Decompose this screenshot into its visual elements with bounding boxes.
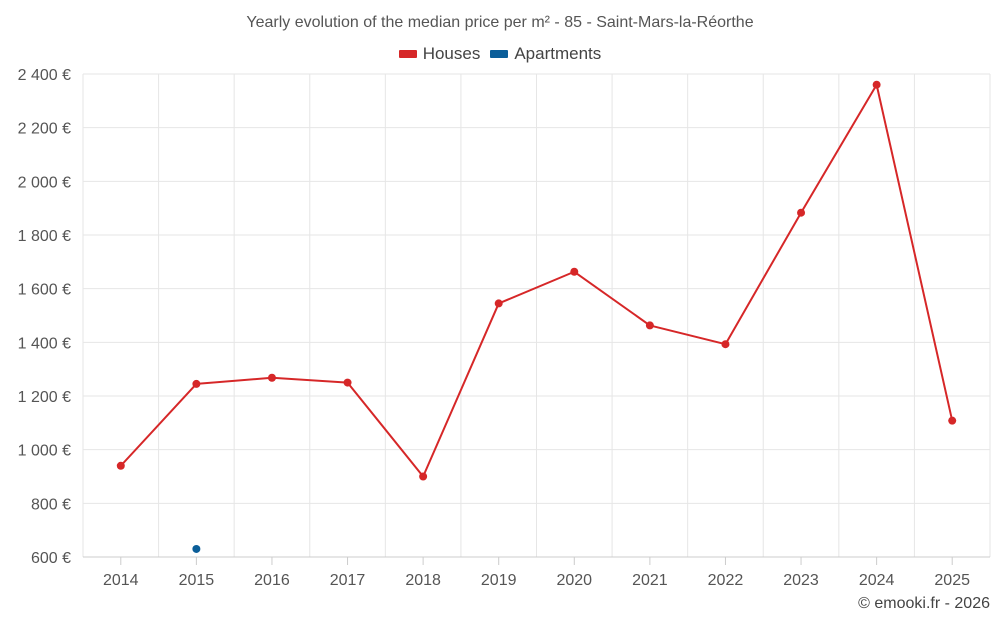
point-houses-2014 [116, 461, 125, 470]
legend-label-apartments: Apartments [514, 44, 602, 63]
x-tick-label: 2020 [556, 572, 592, 589]
point-houses-2016 [267, 373, 276, 382]
y-tick-label: 600 € [31, 550, 71, 567]
grid-layer [82, 73, 991, 558]
legend-swatch-houses [398, 50, 417, 58]
x-tick-label: 2018 [405, 572, 441, 589]
y-tick-label: 800 € [31, 496, 71, 513]
copyright: © emooki.fr - 2026 [858, 595, 990, 612]
chart-title: Yearly evolution of the median price per… [246, 14, 754, 31]
x-tick-label: 2021 [632, 572, 668, 589]
legend-item-houses[interactable]: Houses [398, 44, 481, 64]
point-houses-2021 [645, 321, 654, 330]
x-tick-label: 2016 [254, 572, 290, 589]
point-houses-2022 [721, 340, 730, 349]
y-tick-label: 2 200 € [18, 121, 71, 138]
series-line-houses [120, 83, 954, 478]
point-houses-2020 [570, 267, 579, 276]
y-tick-label: 1 000 € [18, 443, 71, 460]
point-houses-2025 [948, 416, 957, 425]
point-houses-2024 [872, 80, 881, 89]
x-tick-label: 2017 [330, 572, 366, 589]
legend-label-houses: Houses [422, 44, 481, 63]
point-apartments-2015 [192, 544, 201, 553]
point-houses-2015 [192, 379, 201, 388]
y-tick-label: 1 200 € [18, 389, 71, 406]
y-tick-label: 1 400 € [18, 335, 71, 352]
point-houses-2017 [343, 378, 352, 387]
x-tick-label: 2024 [859, 572, 895, 589]
y-tick-label: 1 800 € [18, 228, 71, 245]
y-tick-label: 2 400 € [18, 67, 71, 84]
axis-layer: 600 € 800 € 1 000 € 1 200 € 1 400 € 1 600 € 1 … [18, 67, 990, 589]
x-tick-label: 2025 [934, 572, 970, 589]
y-tick-label: 2 000 € [18, 174, 71, 191]
point-houses-2018 [419, 472, 428, 481]
y-tick-label: 1 600 € [18, 282, 71, 299]
x-tick-label: 2014 [103, 572, 139, 589]
x-tick-label: 2019 [481, 572, 517, 589]
point-houses-2019 [494, 299, 503, 308]
legend-item-apartments[interactable]: Apartments [490, 44, 601, 64]
legend: Houses Apartments [0, 44, 1000, 64]
x-tick-label: 2015 [179, 572, 215, 589]
x-tick-label: 2022 [708, 572, 744, 589]
x-tick-label: 2023 [783, 572, 819, 589]
legend-swatch-apartments [490, 50, 509, 58]
point-houses-2023 [797, 208, 806, 217]
series-layer [116, 80, 957, 553]
